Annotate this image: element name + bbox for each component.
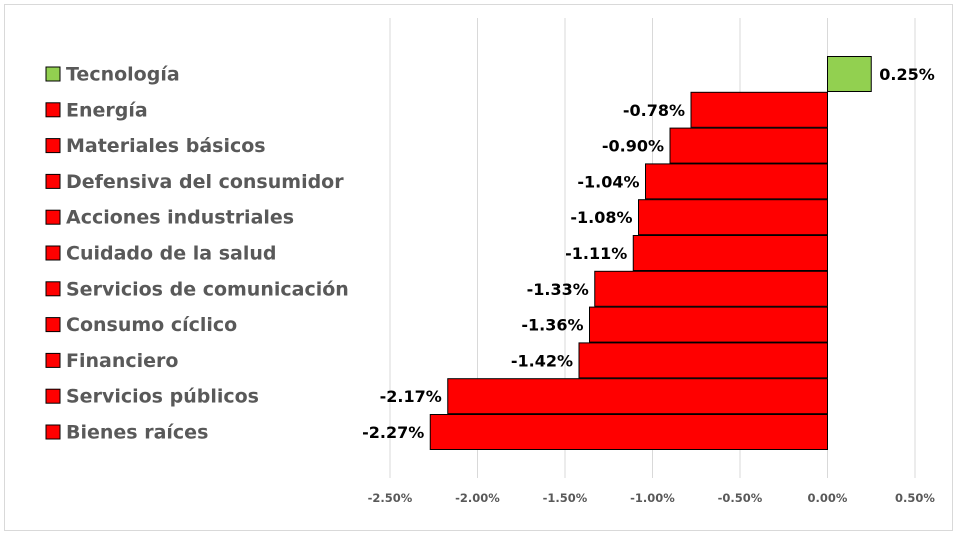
bar: [690, 91, 828, 128]
x-tick-label: 0.50%: [895, 491, 935, 505]
data-label: -1.11%: [565, 244, 627, 263]
x-tick-label: -1.00%: [630, 491, 675, 505]
legend-marker: [45, 352, 61, 368]
bar: [632, 235, 828, 271]
bar: [645, 163, 828, 200]
category-label: Acciones industriales: [66, 207, 294, 229]
legend-marker: [45, 245, 61, 261]
data-label: -1.42%: [511, 351, 573, 370]
category-label: Bienes raíces: [66, 422, 208, 444]
category-label: Servicios públicos: [66, 386, 259, 408]
bar: [669, 127, 828, 164]
legend-marker: [45, 281, 61, 297]
legend-marker: [45, 102, 61, 118]
x-tick-label: -2.00%: [455, 491, 500, 505]
legend-marker: [45, 388, 61, 404]
legend-marker: [45, 424, 61, 440]
data-label: -1.33%: [527, 280, 589, 299]
category-label: Consumo cíclico: [66, 314, 237, 336]
data-label: 0.25%: [879, 65, 935, 84]
bar: [827, 56, 872, 92]
legend-marker: [45, 66, 61, 82]
data-label: -1.08%: [570, 208, 632, 227]
data-label: -2.17%: [380, 387, 442, 406]
category-label: Defensiva del consumidor: [66, 171, 344, 193]
data-label: -0.90%: [602, 137, 664, 156]
x-tick-label: -2.50%: [368, 491, 413, 505]
category-label: Financiero: [66, 350, 178, 372]
bar: [589, 306, 828, 343]
category-label: Servicios de comunicación: [66, 278, 349, 300]
category-label: Materiales básicos: [66, 135, 266, 157]
category-label: Cuidado de la salud: [66, 243, 277, 265]
data-label: -2.27%: [362, 423, 424, 442]
x-tick-label: -1.50%: [543, 491, 588, 505]
bar: [447, 378, 828, 415]
legend-marker: [45, 173, 61, 189]
data-label: -1.04%: [577, 172, 639, 191]
x-tick-label: -0.50%: [718, 491, 763, 505]
legend-marker: [45, 138, 61, 154]
bar: [638, 199, 828, 236]
legend-marker: [45, 209, 61, 225]
legend-marker: [45, 317, 61, 333]
category-label: Tecnología: [66, 64, 180, 86]
x-tick-label: 0.00%: [808, 491, 848, 505]
data-label: -1.36%: [521, 316, 583, 335]
bar: [594, 270, 828, 307]
bar: [578, 342, 828, 379]
category-label: Energía: [66, 99, 148, 121]
data-label: -0.78%: [623, 101, 685, 120]
bar: [429, 414, 828, 450]
